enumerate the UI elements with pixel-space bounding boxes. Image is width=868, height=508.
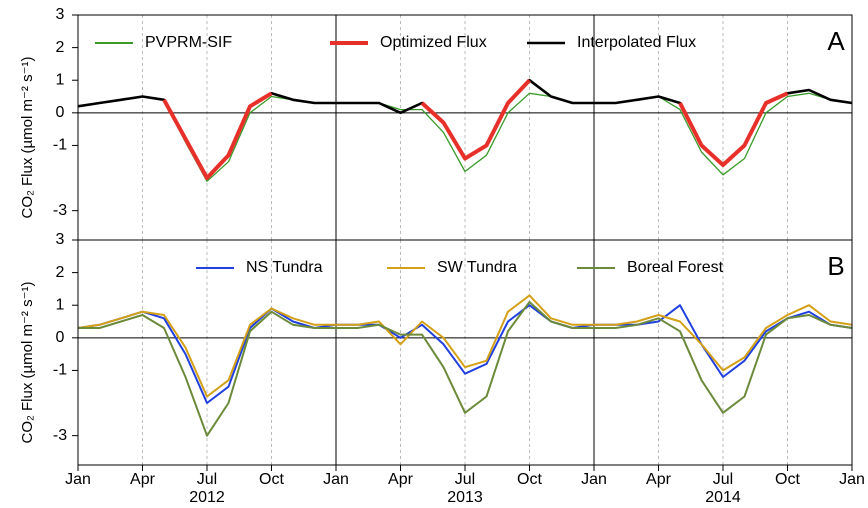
year-label: 2013 <box>447 489 483 506</box>
legend-label: Boreal Forest <box>627 259 724 276</box>
x-tick-label: Jul <box>197 471 217 488</box>
series-line <box>77 92 853 182</box>
y-tick-label: 1 <box>56 71 65 88</box>
legend-label: PVPRM-SIF <box>145 34 232 51</box>
y-tick-label: 3 <box>56 231 65 248</box>
y-tick-label: 0 <box>56 329 65 346</box>
y-tick-label: 1 <box>56 296 65 313</box>
y-axis-label: CO₂ Flux (µmol m⁻² s⁻¹) <box>19 282 36 444</box>
y-axis-label: CO₂ Flux (µmol m⁻² s⁻¹) <box>19 57 36 219</box>
legend-label: SW Tundra <box>437 259 517 276</box>
x-tick-label: Jul <box>455 471 475 488</box>
series-line <box>162 78 789 180</box>
legend-label: Interpolated Flux <box>577 34 696 51</box>
y-tick-label: 0 <box>56 104 65 121</box>
x-tick-label: Apr <box>388 471 414 488</box>
y-tick-label: -3 <box>53 202 67 219</box>
x-tick-label: Jul <box>713 471 733 488</box>
series-line <box>77 304 853 404</box>
y-tick-label: -1 <box>53 362 67 379</box>
legend-label: Optimized Flux <box>380 34 487 51</box>
x-tick-label: Jan <box>839 471 865 488</box>
y-tick-label: 3 <box>56 6 65 23</box>
panel-label: B <box>827 251 844 281</box>
y-tick-label: 2 <box>56 39 65 56</box>
y-tick-label: -3 <box>53 427 67 444</box>
x-tick-label: Oct <box>775 471 800 488</box>
series-line <box>78 301 853 437</box>
panel-label: A <box>827 26 845 56</box>
year-label: 2012 <box>189 489 225 506</box>
legend-label: NS Tundra <box>246 259 323 276</box>
series-line <box>77 294 853 398</box>
x-tick-label: Oct <box>259 471 284 488</box>
x-tick-label: Apr <box>646 471 672 488</box>
x-tick-label: Jan <box>65 471 91 488</box>
x-tick-label: Jan <box>581 471 607 488</box>
x-tick-label: Oct <box>517 471 542 488</box>
x-tick-label: Jan <box>323 471 349 488</box>
y-tick-label: -1 <box>53 137 67 154</box>
x-tick-label: Apr <box>130 471 156 488</box>
y-tick-label: 2 <box>56 264 65 281</box>
year-label: 2014 <box>705 489 741 506</box>
